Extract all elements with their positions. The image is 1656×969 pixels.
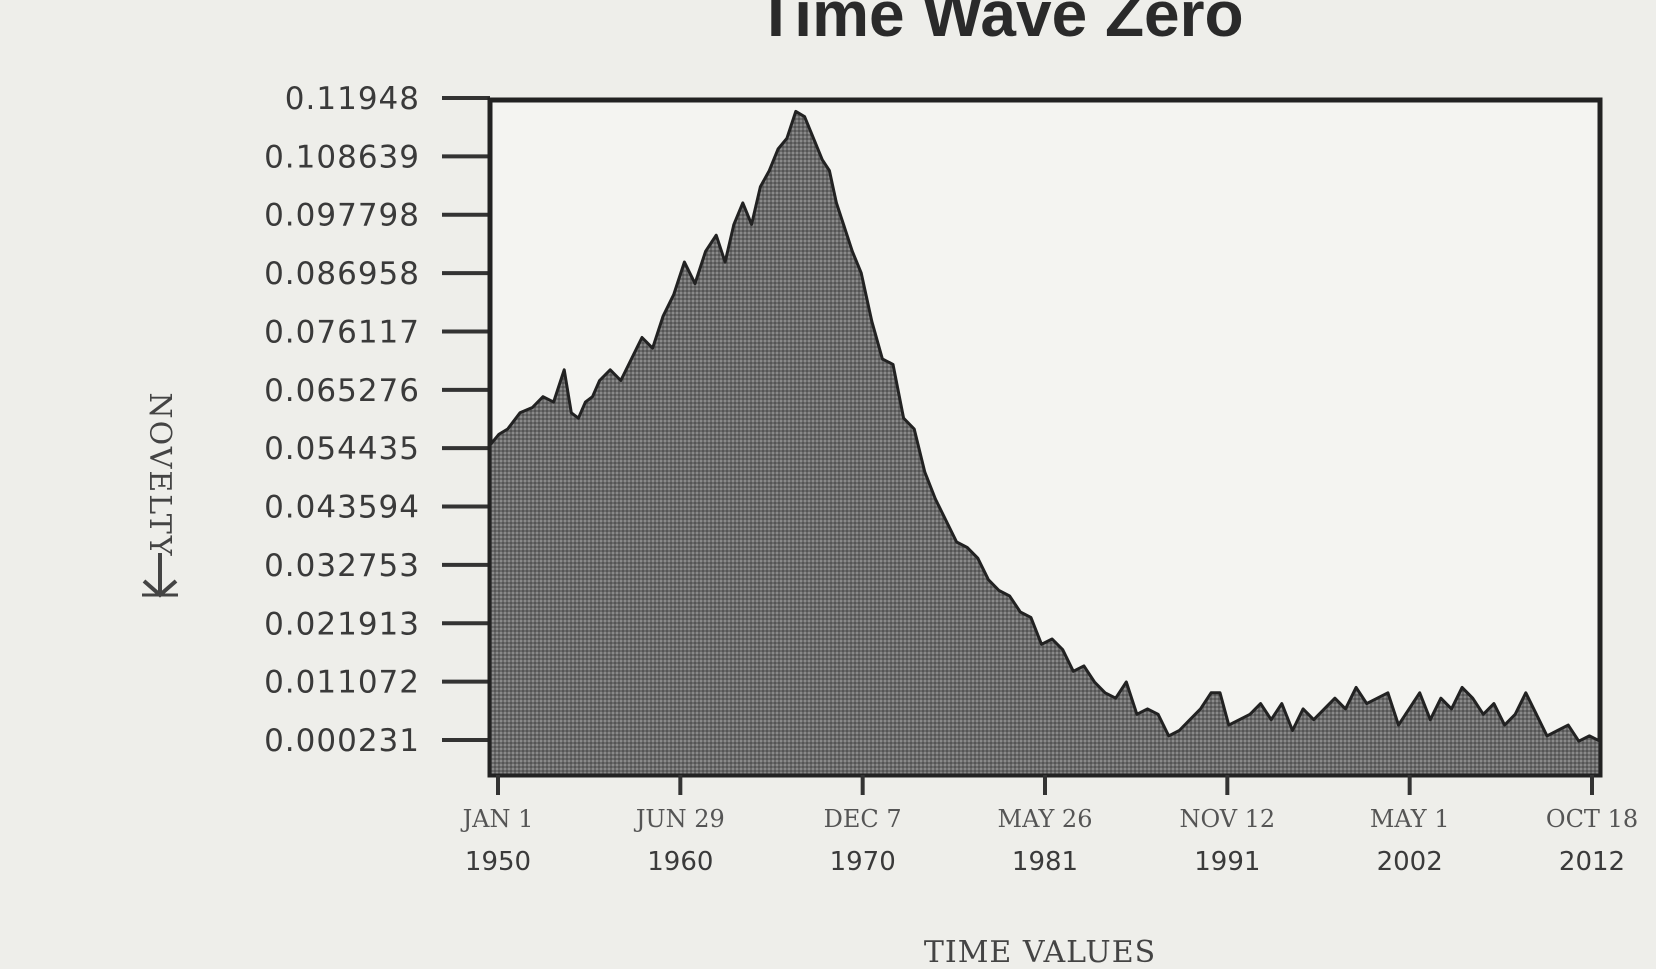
novelty-area (488, 109, 1602, 777)
y-tick-label: 0.097798 (264, 198, 420, 234)
x-axis: JAN 1 1950 JUN 29 1960 DEC 7 1970 MAY 26 1981 NO… (460, 775, 1638, 877)
y-tick-label: 0.043594 (264, 490, 420, 526)
y-tick-label: 0.021913 (264, 606, 420, 642)
x-tick-label-year: 1960 (647, 847, 713, 877)
y-tick-label: 0.011072 (264, 665, 420, 701)
x-tick-label-date: MAY 26 (998, 805, 1093, 833)
y-tick-label: 0.076117 (264, 314, 420, 350)
y-tick-label: 0.108639 (264, 139, 420, 175)
y-tick-label: 0.086958 (264, 256, 420, 292)
y-tick-label: 0.000231 (264, 723, 420, 759)
x-tick-label-year: 2012 (1559, 847, 1625, 877)
plot-area (487, 97, 1603, 778)
y-axis: 0.11948 0.108639 0.097798 0.086958 0.076117 0… (264, 81, 490, 759)
y-tick-label: 0.065276 (264, 373, 420, 409)
x-tick-label-date: DEC 7 (824, 805, 902, 833)
y-tick-label: 0.11948 (285, 81, 420, 117)
x-axis-label: TIME VALUES (924, 935, 1156, 969)
x-tick-label-year: 2002 (1377, 847, 1443, 877)
x-tick-label-year: 1970 (830, 847, 896, 877)
y-axis-label: NOVELTY (142, 392, 177, 557)
x-tick-label-year: 1981 (1012, 847, 1078, 877)
x-tick-label-date: OCT 18 (1546, 805, 1638, 833)
down-arrow-icon (142, 553, 178, 598)
x-tick-label-date: JAN 1 (460, 805, 534, 833)
x-tick-label-date: JUN 29 (633, 805, 725, 833)
y-tick-label: 0.032753 (264, 548, 420, 584)
x-tick-label-date: MAY 1 (1370, 805, 1450, 833)
x-tick-label-year: 1950 (465, 847, 531, 877)
x-tick-label-date: NOV 12 (1179, 805, 1275, 833)
chart-title: Time Wave Zero (756, 0, 1243, 50)
x-tick-label-year: 1991 (1194, 847, 1260, 877)
y-tick-label: 0.054435 (264, 431, 420, 467)
